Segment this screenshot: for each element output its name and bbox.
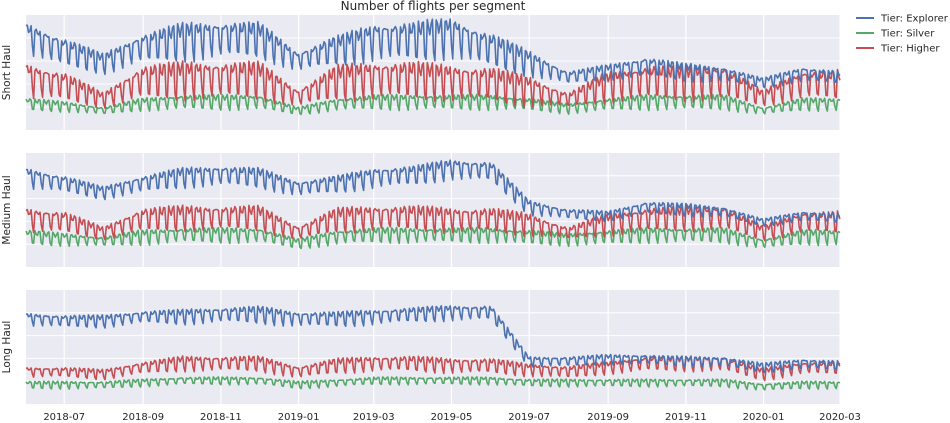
x-tick-label: 2019-03 [353, 412, 395, 423]
x-tick-label: 2018-11 [200, 412, 242, 423]
x-tick-label: 2019-09 [587, 412, 629, 423]
x-tick-label: 2019-05 [431, 412, 473, 423]
chart-legend: Tier: Explorer Tier: Silver Tier: Higher [856, 14, 949, 55]
panel-long-haul: Long Haul [1, 290, 841, 404]
series-line-tier-silver [25, 376, 841, 391]
x-tick-label: 2019-11 [665, 412, 707, 423]
x-tick-label: 2019-07 [508, 412, 550, 423]
series-line-tier-higher [25, 204, 841, 242]
panel-medium-haul: Medium Haul [1, 153, 841, 267]
chart-title: Number of flights per segment [341, 0, 526, 13]
series-line-tier-explorer [25, 304, 841, 374]
x-tick-label: 2018-09 [122, 412, 164, 423]
y-axis-label: Short Haul [1, 45, 13, 100]
legend-label: Tier: Higher [880, 44, 940, 55]
legend-label: Tier: Explorer [880, 14, 949, 25]
panel-short-haul: Short Haul [1, 15, 841, 130]
series-line-tier-silver [25, 226, 841, 250]
x-tick-label: 2019-01 [278, 412, 320, 423]
x-tick-label: 2020-03 [819, 412, 861, 423]
x-tick-label: 2020-01 [743, 412, 785, 423]
series-line-tier-silver [25, 93, 841, 116]
y-axis-label: Medium Haul [1, 175, 13, 244]
legend-label: Tier: Silver [880, 29, 935, 40]
y-axis-label: Long Haul [1, 321, 13, 374]
series-line-tier-explorer [25, 18, 841, 89]
series-line-tier-higher [25, 60, 841, 109]
series-line-tier-explorer [25, 159, 841, 227]
x-tick-label: 2018-07 [43, 412, 85, 423]
